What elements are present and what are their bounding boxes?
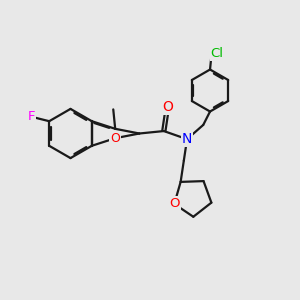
Text: N: N [182, 132, 192, 146]
Text: O: O [162, 100, 173, 114]
Text: O: O [110, 132, 120, 145]
Text: Cl: Cl [211, 46, 224, 60]
Text: F: F [27, 110, 35, 123]
Text: O: O [169, 197, 180, 210]
